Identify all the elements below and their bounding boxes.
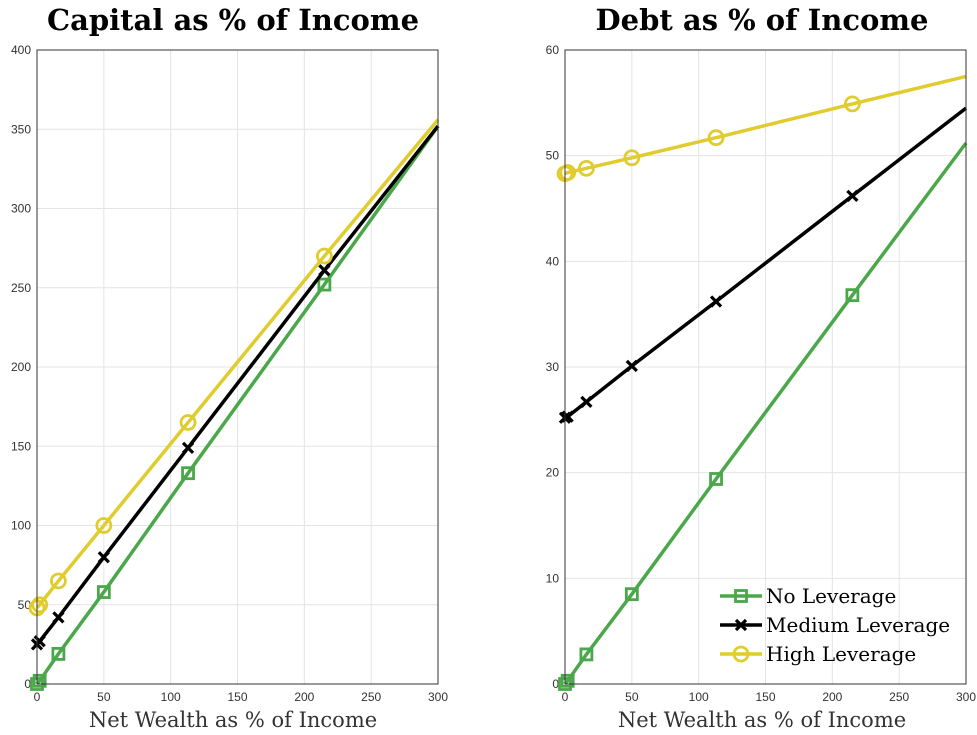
capital-no-leverage-point	[96, 585, 111, 599]
capital-x-tick-label: 300	[428, 690, 448, 704]
capital-y-tick-label: 300	[11, 202, 31, 216]
debt-medium-leverage-point	[709, 295, 723, 308]
debt-chart-title: Debt as % of Income	[596, 3, 929, 37]
capital-high-leverage-point	[31, 596, 49, 614]
capital-x-tick-label: 200	[294, 690, 314, 704]
debt-medium-leverage-point	[846, 189, 859, 202]
debt-medium-leverage-point	[561, 410, 574, 423]
debt-medium-leverage-point	[625, 359, 638, 373]
capital-medium-leverage-point	[33, 635, 46, 648]
debt-y-tick-label: 40	[546, 254, 560, 268]
capital-chart-panel: Capital as % of Income 0 50 100 150 200 250 30…	[11, 3, 448, 732]
capital-y-tick-label: 200	[11, 360, 31, 374]
legend-no-leverage-marker	[734, 589, 748, 603]
capital-x-tick-label: 0	[34, 690, 41, 704]
capital-x-tick-label: 100	[161, 690, 181, 704]
debt-chart-panel: Debt as % of Income 0 50 100 150 200 250 300 0 1…	[546, 3, 977, 732]
debt-x-tick-label: 250	[889, 690, 909, 704]
debt-x-tick-label: 0	[562, 690, 569, 704]
debt-x-tick-label: 50	[625, 690, 639, 704]
capital-y-tick-label: 50	[18, 598, 32, 612]
debt-y-tick-label: 20	[546, 466, 560, 480]
capital-high-leverage-line	[35, 118, 440, 610]
capital-medium-leverage-point	[318, 264, 331, 277]
capital-y-tick-label: 100	[11, 519, 31, 533]
legend-no-leverage-label: No Leverage	[766, 584, 896, 608]
debt-x-tick-label: 200	[822, 690, 842, 704]
debt-x-axis-label: Net Wealth as % of Income	[618, 708, 906, 732]
capital-x-tick-label: 50	[97, 690, 111, 704]
debt-y-tick-label: 30	[546, 360, 560, 374]
capital-medium-leverage-point	[52, 611, 65, 624]
debt-y-tick-label: 10	[546, 571, 560, 585]
debt-y-tick-label: 50	[546, 149, 560, 163]
debt-x-tick-label: 300	[956, 690, 976, 704]
debt-high-leverage-point	[843, 95, 861, 113]
debt-plot-frame	[564, 49, 967, 685]
capital-y-tick-label: 150	[11, 439, 31, 453]
capital-x-tick-label: 150	[227, 690, 247, 704]
debt-no-leverage-point	[560, 673, 575, 688]
capital-y-tick-label: 250	[11, 281, 31, 295]
debt-no-leverage-point	[845, 288, 860, 303]
debt-no-leverage-point	[709, 472, 723, 486]
legend-medium-leverage-label: Medium Leverage	[766, 613, 950, 637]
capital-high-leverage-point	[95, 517, 113, 534]
debt-x-tick-label: 150	[755, 690, 775, 704]
debt-high-leverage-point	[623, 149, 641, 167]
debt-y-tick-label: 0	[552, 677, 559, 691]
capital-medium-leverage-point	[97, 551, 110, 564]
capital-no-leverage-point	[51, 646, 66, 661]
legend-medium-leverage-marker	[734, 618, 748, 632]
capital-chart-title: Capital as % of Income	[47, 3, 419, 37]
debt-high-leverage-point	[707, 129, 725, 147]
capital-medium-leverage-point	[181, 441, 195, 454]
debt-no-leverage-point	[579, 647, 594, 662]
capital-high-leverage-point	[315, 247, 333, 265]
debt-high-leverage-line	[564, 74, 967, 176]
debt-high-leverage-point	[559, 164, 577, 181]
capital-y-tick-label: 0	[24, 677, 31, 691]
capital-plot-frame	[36, 49, 439, 685]
capital-high-leverage-point	[49, 572, 67, 590]
debt-y-tick-label: 60	[546, 43, 560, 57]
debt-no-leverage-line	[563, 141, 968, 686]
capital-high-leverage-point	[179, 414, 197, 431]
capital-x-tick-label: 250	[361, 690, 381, 704]
capital-x-axis-label: Net Wealth as % of Income	[89, 708, 377, 732]
capital-no-leverage-point	[32, 673, 47, 688]
capital-y-tick-label: 400	[11, 43, 31, 57]
legend: No Leverage Medium Leverage High Leverage	[720, 584, 950, 666]
legend-high-leverage-marker	[732, 645, 750, 663]
capital-no-leverage-point	[181, 466, 195, 481]
capital-y-tick-label: 350	[11, 122, 31, 136]
legend-high-leverage-label: High Leverage	[766, 642, 916, 666]
debt-no-leverage-point	[624, 587, 639, 602]
debt-x-tick-label: 100	[689, 690, 709, 704]
capital-no-leverage-point	[317, 277, 332, 292]
debt-medium-leverage-point	[580, 395, 593, 409]
capital-no-leverage-line	[35, 125, 440, 686]
debt-high-leverage-point	[577, 159, 595, 177]
